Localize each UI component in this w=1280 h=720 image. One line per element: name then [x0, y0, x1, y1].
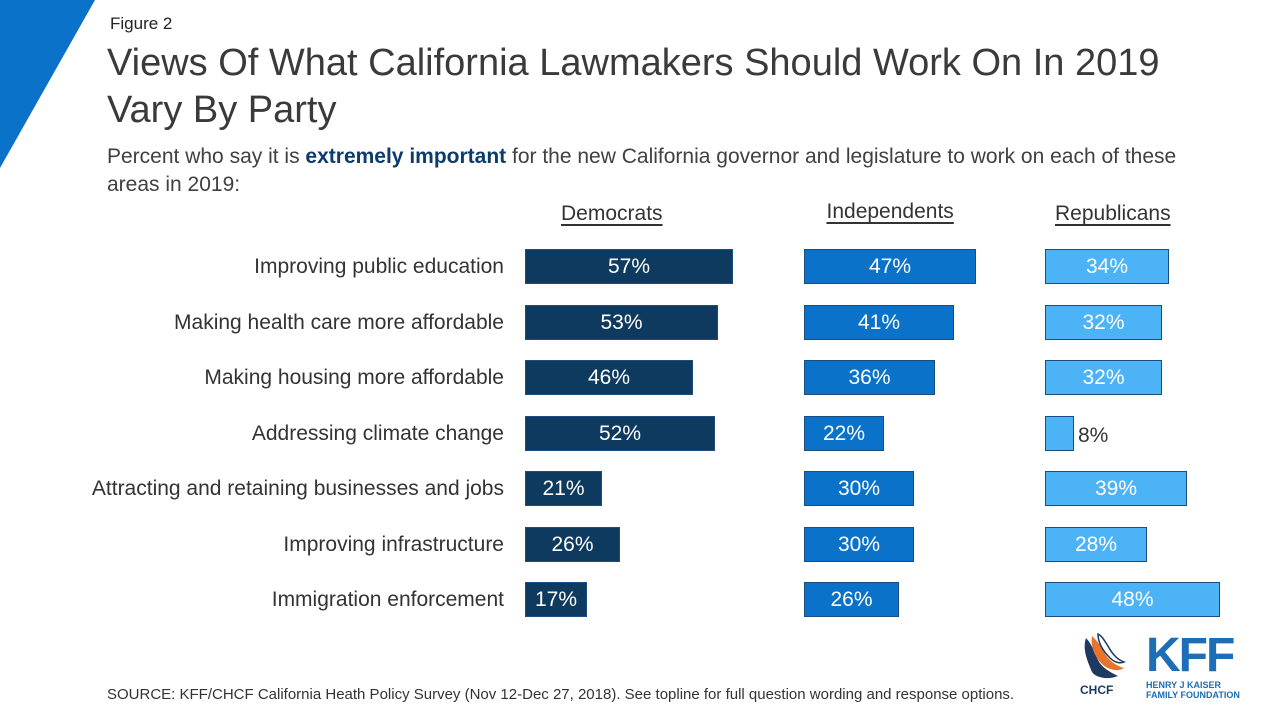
bar-democrats-making-health-care-more-affordable	[525, 305, 718, 340]
category-label-attracting-and-retaining-businesses-and-jobs: Attracting and retaining businesses and …	[91, 477, 504, 500]
bar-value-label: 22%	[823, 422, 866, 445]
figure-label: Figure 2	[110, 14, 173, 33]
bar-value-label: 26%	[551, 533, 594, 556]
bar-value-label: 47%	[869, 255, 912, 278]
category-label-addressing-climate-change: Addressing climate change	[251, 421, 504, 445]
bar-value-label: 17%	[535, 588, 578, 611]
bar-independents-improving-infrastructure	[804, 527, 914, 562]
bar-value-label: 41%	[858, 311, 901, 334]
bar-independents-addressing-climate-change	[804, 416, 884, 451]
corner-accent-triangle	[0, 0, 95, 168]
bar-value-label: 8%	[1078, 424, 1109, 447]
bar-republicans-improving-infrastructure	[1045, 527, 1147, 562]
bar-value-label: 53%	[600, 311, 643, 334]
bar-independents-improving-public-education	[804, 249, 976, 284]
chart-title: Views Of What California Lawmakers Shoul…	[107, 42, 1160, 131]
category-label-making-health-care-more-affordable: Making health care more affordable	[174, 310, 504, 334]
bar-value-label: 30%	[838, 533, 881, 556]
bar-value-label: 32%	[1082, 366, 1125, 389]
bar-republicans-improving-public-education	[1045, 249, 1169, 284]
bar-value-label: 32%	[1082, 311, 1125, 334]
bar-value-label: 39%	[1095, 477, 1138, 500]
subtitle-emphasis: extremely important	[305, 145, 507, 168]
chcf-logo	[1084, 632, 1126, 679]
bar-value-label: 48%	[1111, 588, 1154, 611]
chart-subtitle: Percent who say it is extremely importan…	[107, 143, 1227, 199]
bar-independents-making-housing-more-affordable	[804, 360, 935, 395]
category-label-improving-public-education: Improving public education	[254, 255, 504, 278]
bar-independents-immigration-enforcement	[804, 582, 899, 617]
column-header-independents: Independents	[826, 200, 954, 223]
bar-value-label: 28%	[1075, 533, 1118, 556]
column-header-democrats: Democrats	[561, 202, 663, 225]
category-label-making-housing-more-affordable: Making housing more affordable	[204, 366, 504, 389]
bar-democrats-making-housing-more-affordable	[525, 360, 693, 395]
kff-logo-subtitle: HENRY J KAISER FAMILY FOUNDATION	[1146, 680, 1240, 700]
bar-republicans-making-housing-more-affordable	[1045, 360, 1162, 395]
bar-republicans-making-health-care-more-affordable	[1045, 305, 1162, 340]
bar-democrats-addressing-climate-change	[525, 416, 715, 451]
subtitle-text-end: for the new California governor and legi…	[107, 145, 1177, 196]
column-header-republicans: Republicans	[1055, 202, 1171, 225]
bar-value-label: 34%	[1086, 255, 1129, 278]
bar-independents-attracting-and-retaining-businesses-and-jobs	[804, 471, 914, 506]
bar-value-label: 57%	[608, 255, 651, 278]
bar-value-label: 30%	[838, 477, 881, 500]
subtitle-text-start: Percent who say it is	[107, 145, 306, 168]
bar-value-label: 21%	[542, 477, 585, 500]
source-note: SOURCE: KFF/CHCF California Heath Policy…	[107, 686, 1015, 703]
bar-value-label: 26%	[830, 588, 873, 611]
bar-republicans-addressing-climate-change	[1045, 416, 1074, 451]
bar-democrats-improving-infrastructure	[525, 527, 620, 562]
chcf-logo-text: CHCF	[1080, 683, 1114, 697]
bar-independents-making-health-care-more-affordable	[804, 305, 954, 340]
bar-value-label: 52%	[599, 422, 642, 445]
bar-republicans-attracting-and-retaining-businesses-and-jobs	[1045, 471, 1187, 506]
bar-democrats-improving-public-education	[525, 249, 733, 284]
bar-democrats-attracting-and-retaining-businesses-and-jobs	[525, 471, 602, 506]
bar-democrats-immigration-enforcement	[525, 582, 587, 617]
category-label-immigration-enforcement: Immigration enforcement	[271, 588, 504, 611]
category-label-improving-infrastructure: Improving infrastructure	[283, 532, 504, 556]
bar-value-label: 36%	[848, 366, 891, 389]
bar-value-label: 46%	[588, 366, 631, 389]
kff-logo: KFF	[1146, 629, 1235, 682]
bar-republicans-immigration-enforcement	[1045, 582, 1220, 617]
